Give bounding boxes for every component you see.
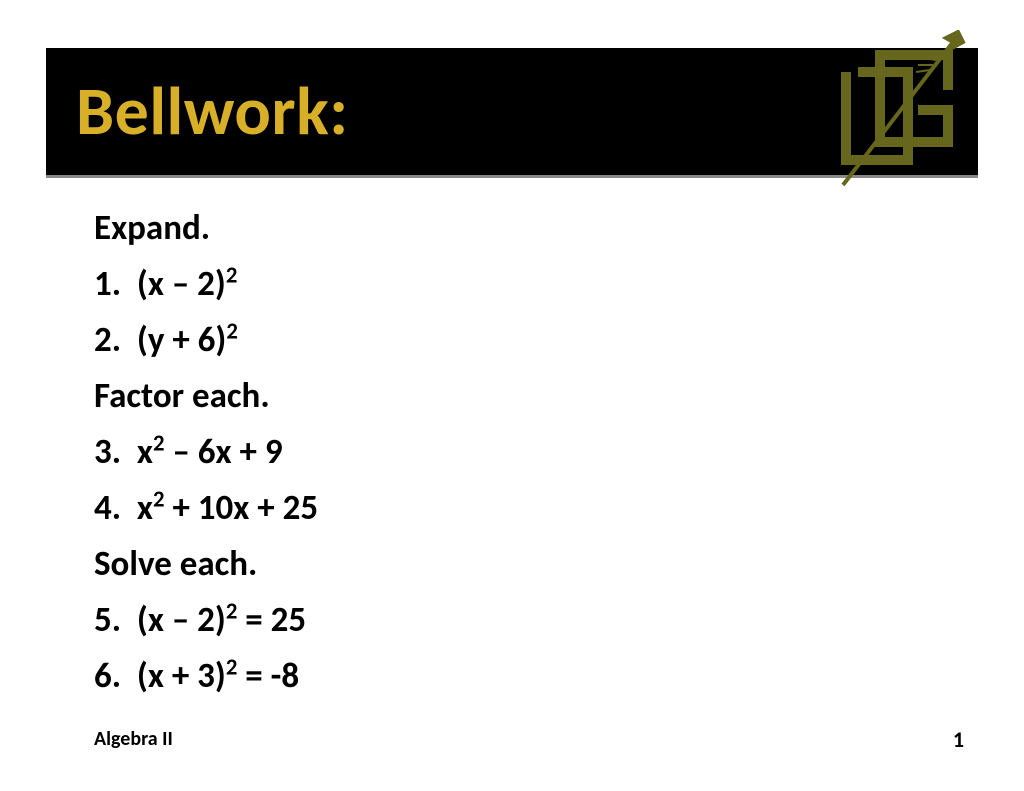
problem-1: 1. (x – 2)2 — [94, 256, 954, 312]
expression-post: – 6x + 9 — [165, 431, 283, 473]
expression-base: (x – 2) — [137, 599, 226, 641]
item-number: 5. — [94, 599, 121, 641]
expression-post: = 25 — [237, 599, 306, 641]
expression-exponent: 2 — [226, 261, 238, 289]
expression-post: + 10x + 25 — [165, 487, 319, 529]
content-area: Expand. 1. (x – 2)2 2. (y + 6)2 Factor e… — [94, 200, 954, 704]
page-title: Bellwork: — [76, 70, 348, 153]
section-label-expand: Expand. — [94, 200, 954, 256]
page-number: 1 — [953, 726, 964, 753]
section-label-solve: Solve each. — [94, 536, 954, 592]
expression-exponent: 2 — [226, 653, 238, 681]
problem-6: 6. (x + 3)2 = -8 — [94, 648, 954, 704]
expression-exponent: 2 — [153, 429, 165, 457]
item-number: 3. — [94, 431, 121, 473]
problem-2: 2. (y + 6)2 — [94, 312, 954, 368]
expression-exponent: 2 — [226, 317, 238, 345]
school-logo — [818, 30, 968, 190]
expression-base: (x – 2) — [137, 263, 226, 305]
problem-4: 4. x2 + 10x + 25 — [94, 480, 954, 536]
expression-post: = -8 — [237, 655, 299, 697]
expression-base: (y + 6) — [137, 319, 226, 361]
expression-exponent: 2 — [153, 485, 165, 513]
item-number: 6. — [94, 655, 121, 697]
expression-base: (x + 3) — [137, 655, 226, 697]
expression-pre: x — [137, 431, 153, 473]
footer-course-name: Algebra II — [94, 727, 173, 751]
problem-3: 3. x2 – 6x + 9 — [94, 424, 954, 480]
expression-exponent: 2 — [226, 597, 238, 625]
item-number: 4. — [94, 487, 121, 529]
item-number: 2. — [94, 319, 121, 361]
header-bar: Bellwork: — [46, 48, 978, 178]
problem-5: 5. (x – 2)2 = 25 — [94, 592, 954, 648]
item-number: 1. — [94, 263, 121, 305]
expression-pre: x — [137, 487, 153, 529]
section-label-factor: Factor each. — [94, 368, 954, 424]
